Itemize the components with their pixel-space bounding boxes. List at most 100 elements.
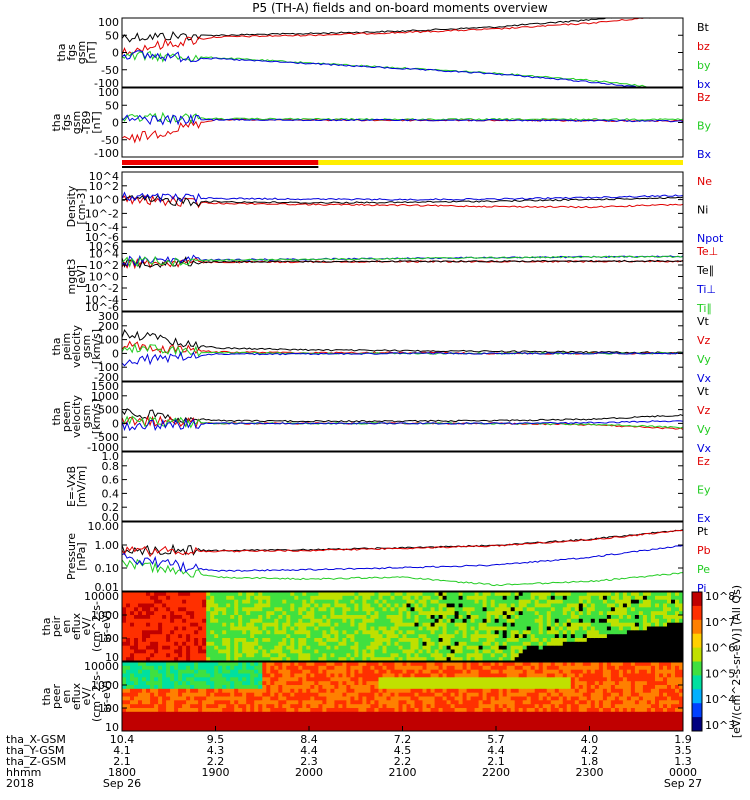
y-axis-label: Density: [65, 185, 78, 227]
colorbar-frame: [691, 591, 703, 732]
colorbar-segment: [692, 703, 702, 718]
y-tick-label: 0.0: [102, 511, 120, 524]
colorbar-segment: [692, 661, 702, 676]
legend-entry: by: [697, 59, 711, 72]
y-axis-label: tha: [55, 43, 68, 61]
y-axis-label: [km/s]: [90, 329, 103, 364]
y-tick-label: 10^4: [89, 170, 119, 183]
panel-frame-peem: [121, 381, 684, 452]
y-axis-label: gsm: [80, 335, 93, 358]
y-axis-label: tha: [50, 113, 63, 131]
y-axis-label: E=-VxB: [65, 466, 78, 507]
footer-value: 0000: [669, 766, 697, 779]
series-line-fgs-1: [122, 18, 652, 56]
footer-value: 4.1: [113, 744, 131, 757]
y-axis-label: velocity: [70, 395, 83, 438]
y-axis-label: eflux: [70, 612, 83, 640]
y-tick-label: -100: [94, 147, 119, 160]
y-axis-label: [nT]: [85, 41, 98, 63]
y-tick-label: 10: [105, 651, 119, 664]
footer-value: 2200: [482, 766, 510, 779]
panel-frame-temp: [121, 241, 684, 312]
footer-row-label: tha_Z-GSM: [6, 755, 66, 768]
panel-density: 10^410^210^010^-210^-410^-6 Density[cm-3]…: [65, 170, 724, 245]
y-axis-label: sr-eV): [100, 610, 113, 642]
panel-temp: 10^610^410^210^010^-210^-410^-6 mgqt3[eV]…: [65, 240, 718, 315]
y-tick-label: 1500: [91, 380, 119, 393]
y-tick-label: 10000: [84, 590, 119, 603]
y-tick-label: 1000: [91, 609, 119, 622]
legend-entry: Ey: [697, 484, 711, 497]
series-line-density-0: [122, 194, 683, 209]
footer-row-label: 2018: [6, 777, 34, 790]
colorbar-tick-label: 10^6: [705, 642, 735, 655]
y-tick-label: 100: [98, 632, 119, 645]
colorbar-tick-label: 10^7: [705, 616, 735, 629]
legend-entry: Ez: [697, 455, 710, 468]
legend-entry: Vy: [697, 423, 711, 436]
y-axis-label: eV/: [80, 687, 93, 705]
y-axis-label: velocity: [70, 325, 83, 368]
footer-row-label: tha_X-GSM: [6, 733, 66, 746]
series-line-temp-3: [122, 255, 683, 268]
footer-row-label: hhmm: [6, 766, 41, 779]
footer-value: 7.2: [394, 733, 412, 746]
series-line-peim-3: [122, 350, 683, 367]
y-tick-label: 10^0: [89, 271, 119, 284]
y-axis-label: [eV]: [75, 265, 88, 288]
y-axis-label: peim: [60, 333, 73, 361]
footer-value: 4.0: [581, 733, 599, 746]
y-axis-label: (cm^2-s-: [90, 671, 103, 722]
legend-entry: Vz: [697, 334, 711, 347]
series-line-fgs_sm-0: [122, 118, 683, 144]
y-axis-label: [nPa]: [75, 542, 88, 570]
y-tick-label: 300: [98, 310, 119, 323]
colorbar-tick-label: 10^4: [705, 693, 735, 706]
footer-value: 2.1: [113, 755, 131, 768]
y-axis-label: tha: [40, 617, 53, 635]
panel-frame-pressure: [121, 521, 684, 592]
footer-value: 2100: [389, 766, 417, 779]
footer-value: 1.9: [674, 733, 692, 746]
y-tick-label: 10^4: [89, 248, 119, 261]
footer-value: 2.1: [487, 755, 505, 768]
panel-efield: 1.00.80.60.40.20.0 E=-VxB[mV/m] Ez Ey Ex: [65, 450, 711, 525]
footer-value: 1900: [202, 766, 230, 779]
legend-entry: Bz: [697, 91, 711, 104]
legend-entry: Bx: [697, 148, 712, 161]
y-axis-label: mgqt3: [65, 259, 78, 295]
colorbar-segment: [692, 717, 702, 732]
y-axis-label: sr-eV): [100, 680, 113, 712]
y-axis-label: tha: [50, 337, 63, 355]
y-tick-label: 10^-6: [85, 301, 119, 314]
y-axis-label: gsm: [75, 41, 88, 64]
spectrogram-peer: [122, 662, 684, 732]
colorbar-tick-label: 10^5: [705, 667, 735, 680]
footer-value: 8.4: [300, 733, 318, 746]
y-tick-label: 10: [105, 721, 119, 734]
colorbar-segment: [692, 675, 702, 690]
series-line-density-2: [122, 191, 683, 204]
mode-bar-line: [122, 166, 319, 168]
footer-value: 4.4: [300, 744, 318, 757]
series-line-pressure-3: [122, 544, 683, 573]
footer-value: 2.2: [207, 755, 225, 768]
y-tick-label: 0.8: [102, 460, 120, 473]
y-tick-label: 100: [98, 702, 119, 715]
y-tick-label: 1.0: [102, 450, 120, 463]
series-line-density-1: [122, 194, 683, 207]
series-line-peem-0: [122, 408, 683, 423]
y-axis-label: peir: [50, 615, 63, 637]
y-tick-label: 0.01: [95, 581, 120, 594]
y-axis-label: [mV/m]: [75, 466, 88, 507]
y-tick-label: 100: [98, 86, 119, 99]
footer-value: 4.2: [581, 744, 599, 757]
y-tick-label: 0.4: [102, 487, 120, 500]
footer-value: 4.3: [207, 744, 225, 757]
y-tick-label: -100: [94, 361, 119, 374]
legend-entry: Ex: [697, 512, 711, 525]
y-axis-label: tha: [50, 407, 63, 425]
y-tick-label: 10^6: [89, 240, 119, 253]
y-tick-label: 10^-4: [85, 294, 119, 307]
y-tick-label: 10000: [84, 660, 119, 673]
